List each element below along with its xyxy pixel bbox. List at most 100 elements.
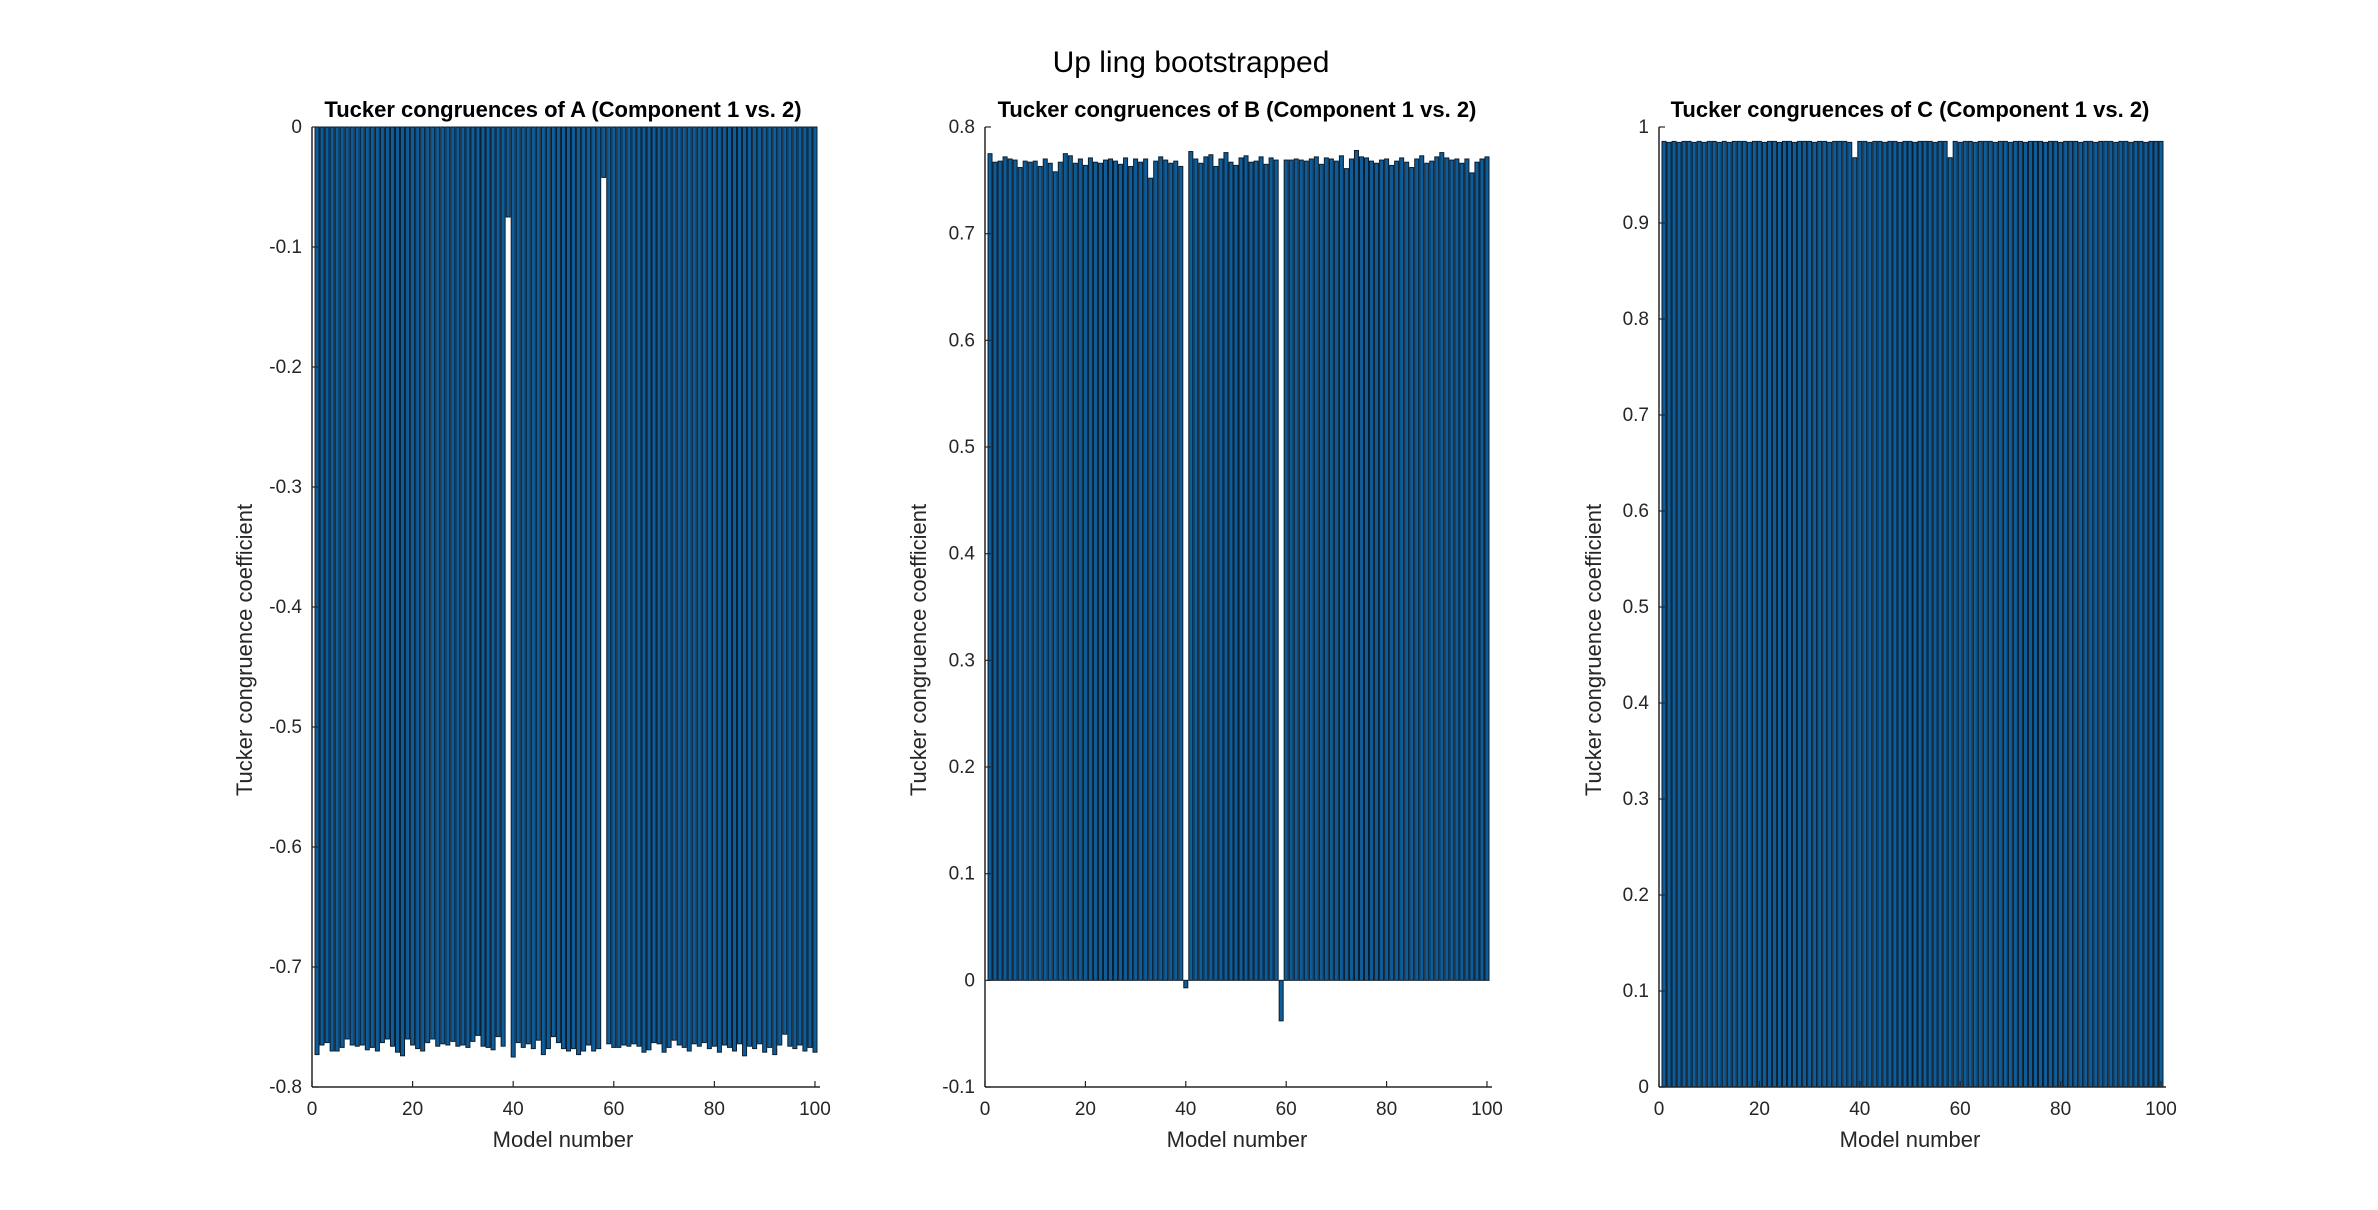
panel-b-bar bbox=[1143, 158, 1149, 981]
panel-a-bar bbox=[515, 126, 521, 1044]
panel-a-bar bbox=[797, 126, 803, 1046]
panel-b-x-tick-label: 100 bbox=[1471, 1099, 1503, 1120]
panel-c-bar bbox=[2128, 141, 2134, 1088]
panel-b-bar bbox=[1002, 156, 1008, 981]
panel-b-bar bbox=[1439, 152, 1445, 981]
panel-b-bar bbox=[1263, 163, 1269, 981]
panel-c-bar bbox=[2138, 140, 2144, 1088]
panel-c-bar bbox=[1842, 140, 1848, 1088]
panel-b-bar bbox=[1323, 157, 1329, 981]
panel-a-bar bbox=[555, 126, 561, 1044]
panel-a-bar bbox=[324, 126, 330, 1044]
panel-c-bar bbox=[1681, 140, 1687, 1088]
panel-a-bar bbox=[425, 126, 431, 1044]
panel-c-bar bbox=[1947, 157, 1953, 1088]
panel-b-bar bbox=[992, 161, 998, 981]
panel-c-bar bbox=[2007, 141, 2013, 1088]
panel-c-bar bbox=[1787, 140, 1793, 1088]
panel-a-bar bbox=[405, 126, 411, 1040]
panel-a-bar bbox=[636, 126, 642, 1047]
panel-a-bar bbox=[334, 126, 340, 1052]
panel-b: Tucker congruences of B (Component 1 vs.… bbox=[906, 97, 1503, 1152]
panel-a-bar bbox=[651, 126, 657, 1044]
panel-b-bar bbox=[997, 160, 1003, 981]
panel-c-bar bbox=[1942, 140, 1948, 1088]
panel-b-bar bbox=[1118, 163, 1124, 981]
panel-b-bar bbox=[1273, 159, 1279, 981]
panel-c-bar bbox=[1922, 140, 1928, 1088]
panel-a-bar bbox=[671, 126, 677, 1041]
panel-a-bar bbox=[661, 126, 667, 1053]
panel-b-bar bbox=[1464, 158, 1470, 981]
panel-c-bar bbox=[2158, 140, 2164, 1088]
panel-b-y-tick-label: 0.7 bbox=[949, 224, 975, 245]
panel-a-bar bbox=[485, 126, 491, 1048]
panel-a-bar bbox=[354, 126, 360, 1047]
panel-a-bar bbox=[747, 126, 753, 1047]
panel-c-bar bbox=[1671, 140, 1677, 1088]
panel-c-bar bbox=[1952, 140, 1958, 1088]
panel-a-bar bbox=[616, 126, 622, 1048]
panel-a-x-tick-label: 100 bbox=[799, 1099, 831, 1120]
panel-b-bar bbox=[1042, 158, 1048, 981]
panel-c-bar bbox=[1776, 141, 1782, 1088]
panel-b-bar bbox=[1223, 152, 1229, 981]
panel-a-bar bbox=[560, 126, 566, 1050]
panel-c-bar bbox=[1711, 140, 1717, 1088]
panel-c-bar bbox=[1761, 141, 1767, 1088]
panel-a-bar bbox=[752, 126, 758, 1050]
panel-c-title: Tucker congruences of C (Component 1 vs.… bbox=[1671, 97, 2150, 122]
panel-b-bar bbox=[1203, 156, 1209, 981]
panel-c-bar bbox=[1927, 140, 1933, 1088]
panel-b-bar bbox=[1474, 161, 1480, 981]
panel-a-ylabel: Tucker congruence coefficient bbox=[232, 504, 257, 796]
panel-a-x-tick-label: 40 bbox=[503, 1099, 524, 1120]
panel-c-bar bbox=[1721, 140, 1727, 1088]
panel-b-x-tick-label: 20 bbox=[1075, 1099, 1096, 1120]
panel-a-bar bbox=[500, 126, 506, 1047]
panel-c-bar bbox=[1837, 140, 1843, 1088]
panel-a-title: Tucker congruences of A (Component 1 vs.… bbox=[324, 97, 801, 122]
panel-b-bar bbox=[1414, 158, 1420, 981]
panel-b-bar bbox=[1369, 160, 1375, 981]
panel-a-bar bbox=[566, 126, 572, 1052]
panel-c-bar bbox=[1982, 140, 1988, 1088]
panel-c-bar bbox=[2113, 141, 2119, 1088]
panel-a-bar bbox=[339, 126, 345, 1048]
panel-b-bar bbox=[1148, 177, 1154, 981]
panel-a-bar bbox=[455, 126, 461, 1047]
panel-a-y-tick-label: 0 bbox=[291, 117, 302, 138]
panel-b-y-tick-label: 0.1 bbox=[949, 864, 975, 885]
panel-a-bar bbox=[520, 126, 526, 1048]
panel-c-bar bbox=[1897, 141, 1903, 1088]
panel-b-bar bbox=[1032, 160, 1038, 981]
panel-c-bar bbox=[1867, 141, 1873, 1088]
panel-c-y-tick-label: 0.3 bbox=[1623, 789, 1649, 810]
panel-c-bar bbox=[2143, 141, 2149, 1088]
panel-c-y-tick-label: 0.5 bbox=[1623, 597, 1649, 618]
panel-b-bar bbox=[1097, 162, 1103, 981]
panel-a-bar bbox=[430, 126, 436, 1040]
panel-a-bar bbox=[777, 126, 783, 1046]
panel-b-bar bbox=[1374, 162, 1380, 981]
panel-b-bar bbox=[1389, 164, 1395, 981]
panel-a-bar bbox=[591, 126, 597, 1052]
panel-c-bar bbox=[2012, 140, 2018, 1088]
panel-b-bar bbox=[1283, 159, 1289, 981]
panel-c-axes: 1 0.9 0.8 0.7 0.6 0.5 0.4 0.3 0.2 0.1 00 20 40 60 80 10… bbox=[1623, 117, 2177, 1120]
panel-b-bar bbox=[1353, 149, 1359, 981]
panel-b-bar bbox=[1193, 158, 1199, 981]
panel-c-y-tick-label: 0.7 bbox=[1623, 405, 1649, 426]
panel-b-bar bbox=[1424, 162, 1430, 981]
panel-a-bar bbox=[686, 126, 692, 1052]
panel-b-bar bbox=[1434, 156, 1440, 981]
panel-c-bar bbox=[2048, 140, 2054, 1088]
panel-c-bar bbox=[2043, 141, 2049, 1088]
panel-a-x-tick-label: 0 bbox=[307, 1099, 318, 1120]
panel-c-bar bbox=[2032, 140, 2038, 1088]
panel-a-y-tick-label: -0.3 bbox=[269, 477, 302, 498]
panel-a-bar bbox=[691, 126, 697, 1045]
panel-a-bar bbox=[576, 126, 582, 1056]
panel-b-x-tick-label: 80 bbox=[1376, 1099, 1397, 1120]
